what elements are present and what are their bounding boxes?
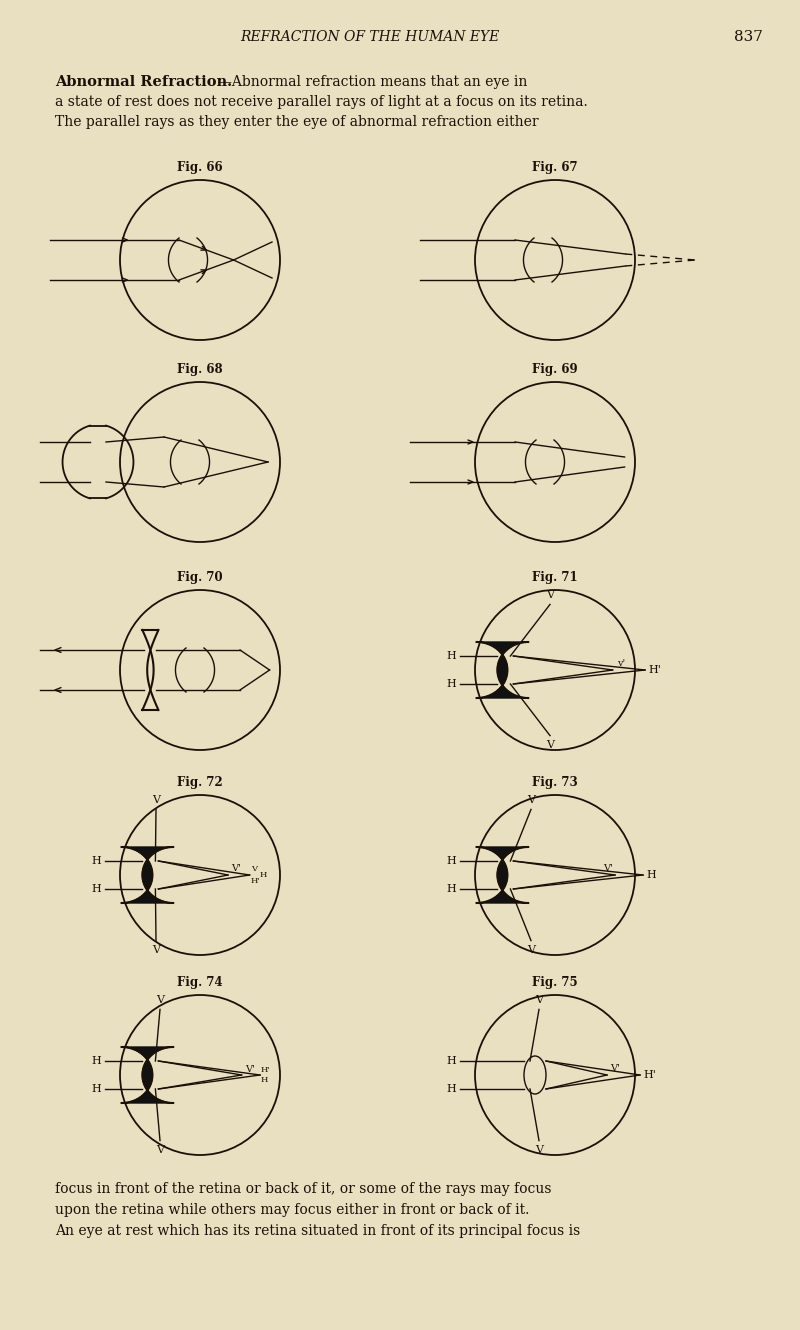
Text: V': V' (245, 1065, 254, 1075)
Text: Fig. 72: Fig. 72 (177, 775, 223, 789)
Text: H: H (446, 1084, 456, 1095)
Text: V: V (527, 795, 535, 806)
Text: Fig. 69: Fig. 69 (532, 363, 578, 376)
Text: H: H (91, 1056, 101, 1067)
Text: Fig. 75: Fig. 75 (532, 976, 578, 990)
Text: V: V (152, 795, 160, 806)
Text: Fig. 73: Fig. 73 (532, 775, 578, 789)
Text: H: H (446, 1056, 456, 1067)
Text: —Abnormal refraction means that an eye in: —Abnormal refraction means that an eye i… (218, 74, 527, 89)
Text: Fig. 68: Fig. 68 (177, 363, 223, 376)
Text: H': H' (648, 665, 661, 676)
Text: V': V' (610, 1064, 620, 1073)
Text: Fig. 66: Fig. 66 (177, 161, 223, 174)
Text: H': H' (261, 1067, 270, 1075)
Text: V: V (156, 995, 164, 1005)
Text: v': v' (617, 658, 625, 668)
Text: Abnormal Refraction.: Abnormal Refraction. (55, 74, 232, 89)
Text: H: H (259, 871, 267, 879)
Text: H: H (91, 857, 101, 866)
Text: V: V (546, 739, 554, 750)
Text: H: H (446, 884, 456, 894)
Text: focus in front of the retina or back of it, or some of the rays may focus: focus in front of the retina or back of … (55, 1182, 551, 1196)
Text: 837: 837 (734, 31, 762, 44)
Text: upon the retina while others may focus either in front or back of it.: upon the retina while others may focus e… (55, 1204, 530, 1217)
Text: H: H (91, 1084, 101, 1095)
Text: V: V (250, 864, 257, 872)
Text: An eye at rest which has its retina situated in front of its principal focus is: An eye at rest which has its retina situ… (55, 1224, 580, 1238)
Text: H: H (446, 857, 456, 866)
Text: V: V (546, 591, 554, 600)
Text: V: V (527, 944, 535, 955)
Text: V': V' (231, 864, 241, 872)
Polygon shape (477, 847, 528, 903)
Polygon shape (122, 847, 174, 903)
Text: a state of rest does not receive parallel rays of light at a focus on its retina: a state of rest does not receive paralle… (55, 94, 588, 109)
Text: V: V (156, 1145, 164, 1154)
Polygon shape (122, 1047, 174, 1103)
Text: V: V (152, 944, 160, 955)
Text: Fig. 70: Fig. 70 (177, 571, 223, 584)
Text: Fig. 67: Fig. 67 (532, 161, 578, 174)
Text: H': H' (250, 876, 260, 884)
Text: H': H' (643, 1071, 656, 1080)
Text: H: H (646, 870, 656, 880)
Text: H: H (446, 680, 456, 689)
Text: Fig. 71: Fig. 71 (532, 571, 578, 584)
Polygon shape (477, 642, 528, 698)
Text: V: V (535, 995, 543, 1005)
Text: H: H (446, 650, 456, 661)
Text: V': V' (603, 864, 613, 872)
Text: V: V (535, 1145, 543, 1154)
Text: Fig. 74: Fig. 74 (177, 976, 223, 990)
Text: The parallel rays as they enter the eye of abnormal refraction either: The parallel rays as they enter the eye … (55, 114, 538, 129)
Text: H: H (261, 1076, 268, 1084)
Text: REFRACTION OF THE HUMAN EYE: REFRACTION OF THE HUMAN EYE (240, 31, 500, 44)
Text: H: H (91, 884, 101, 894)
